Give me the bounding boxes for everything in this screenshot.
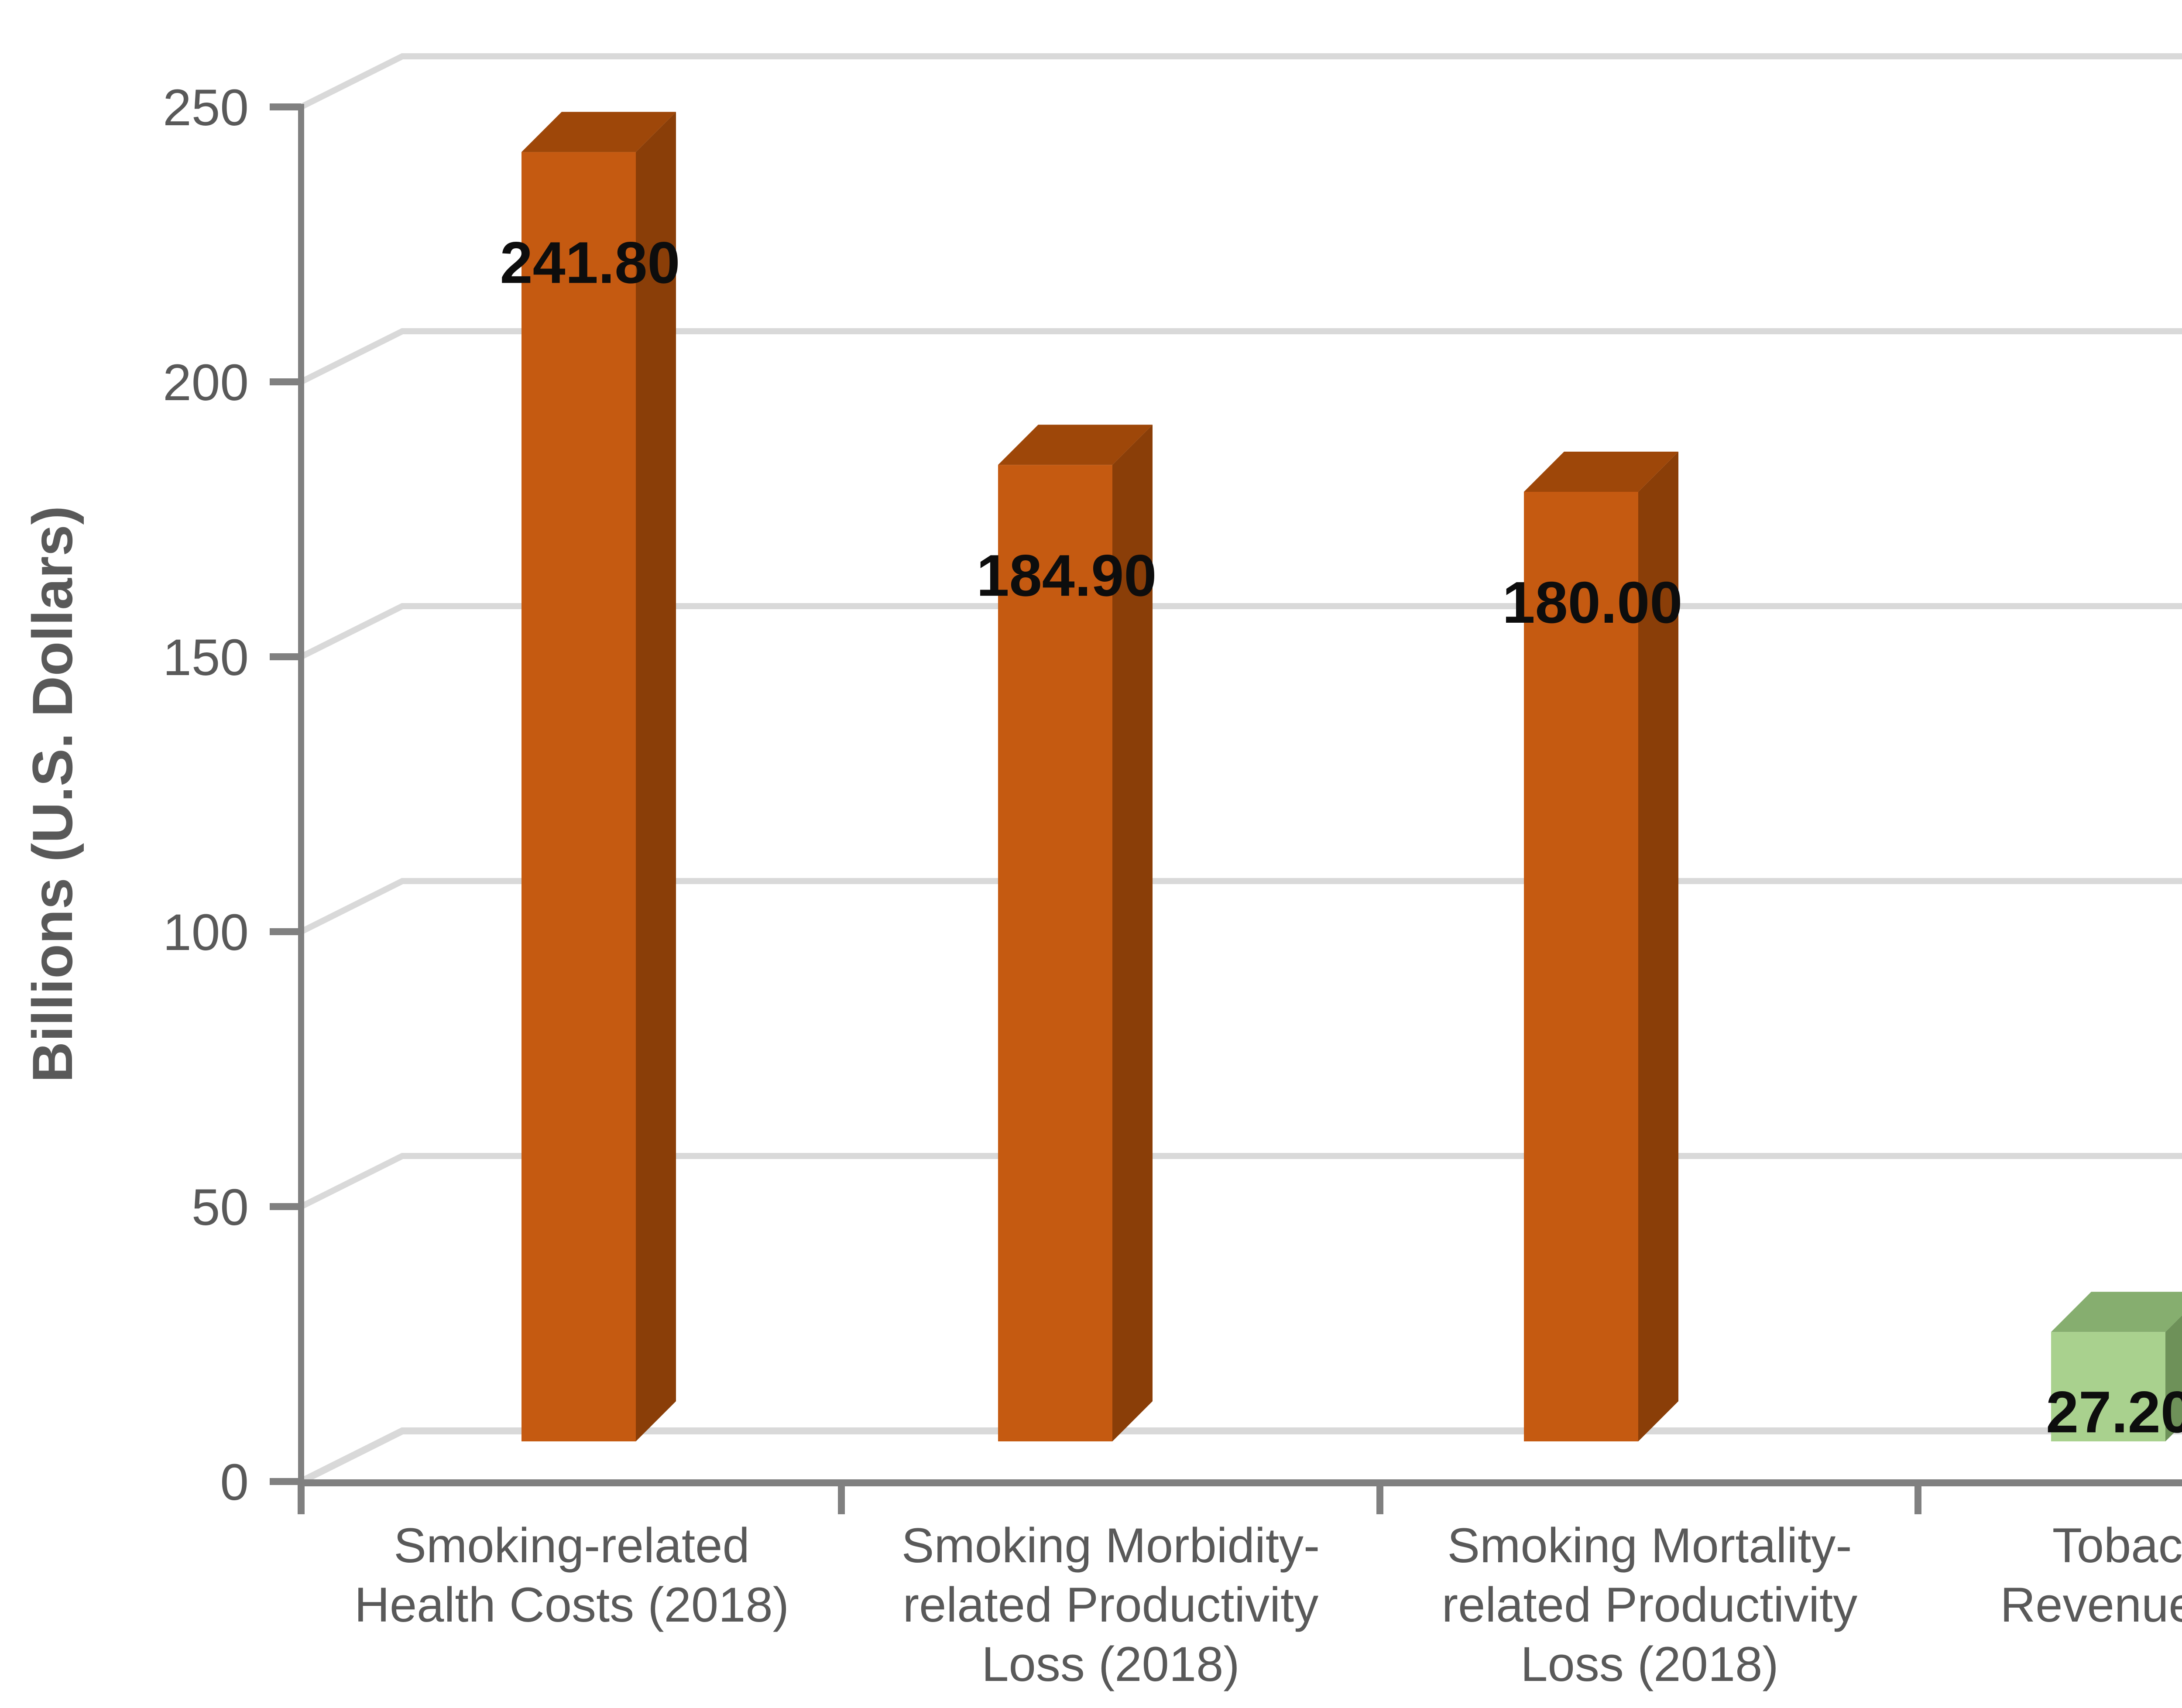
x-axis-category-label: Smoking-related (394, 1518, 750, 1573)
y-tick-label: 0 (220, 1454, 249, 1511)
y-tick-label: 200 (163, 354, 249, 412)
bar-front-face (521, 152, 636, 1441)
bar-3[interactable] (1524, 452, 1678, 1441)
bar-front-face (998, 465, 1112, 1441)
gridline-100 (299, 878, 2182, 935)
bar-side-face (636, 112, 676, 1441)
x-axis-category-label: Smoking Morbidity- (902, 1518, 1320, 1573)
data-value-label: 180.00 (1503, 569, 1683, 635)
y-tick-label: 250 (163, 79, 249, 137)
x-axis-category-label: related Productivity (903, 1578, 1318, 1632)
y-tick-label: 100 (163, 904, 249, 961)
gridline-250 (299, 53, 2182, 110)
bar-top-face (998, 425, 1153, 465)
bar-front-face (1524, 492, 1638, 1441)
bar-top-face (2051, 1292, 2182, 1332)
gridline-50 (299, 1153, 2182, 1210)
x-axis-category-label: Loss (2018) (1520, 1637, 1778, 1691)
gridlines-group (299, 53, 2182, 1485)
bar-1[interactable] (521, 112, 676, 1441)
x-axis-ticks (298, 1483, 1921, 1514)
x-axis-category-label: Health Costs (2018) (354, 1578, 789, 1632)
x-axis-category-label: Revenues (2022) (2000, 1578, 2182, 1632)
y-axis-ticks: 250 200 150 100 50 0 (163, 79, 301, 1511)
x-axis-category-label: Loss (2018) (981, 1637, 1239, 1691)
y-axis-title: Billions (U.S. Dollars) (21, 506, 84, 1083)
y-tick-label: 50 (192, 1179, 249, 1236)
gridline-200 (299, 328, 2182, 385)
data-value-label: 27.20 (2046, 1379, 2182, 1445)
bar-side-face (2165, 1315, 2182, 1441)
bar-side-face (1638, 452, 1678, 1441)
gridline-150 (299, 603, 2182, 660)
x-axis-category-label: Tobacco Tax (2052, 1518, 2182, 1573)
bar-top-face (1524, 452, 1678, 492)
x-axis-category-label: Smoking Mortality- (1447, 1518, 1852, 1573)
bar-2[interactable] (998, 425, 1153, 1441)
bar-front-face (2051, 1332, 2165, 1441)
y-tick-label: 150 (163, 629, 249, 686)
data-value-label: 241.80 (500, 230, 680, 295)
bars-group (521, 112, 2182, 1441)
data-value-label: 184.90 (977, 542, 1157, 608)
bar-side-face (1112, 425, 1153, 1441)
x-axis-category-label: related Productivity (1442, 1578, 1857, 1632)
bar-top-face (521, 112, 676, 152)
gridline-0 (299, 1427, 2182, 1485)
axes-group (298, 104, 2182, 1486)
bar-4[interactable] (2051, 1292, 2182, 1441)
